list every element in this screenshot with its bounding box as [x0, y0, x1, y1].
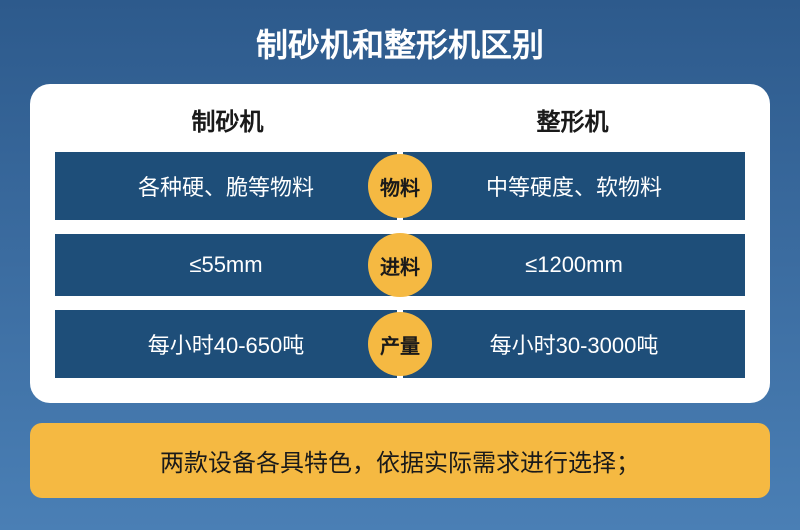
row-badge: 物料 [368, 154, 432, 218]
column-header-right: 整形机 [400, 102, 745, 137]
column-headers: 制砂机 整形机 [55, 102, 745, 137]
page-title: 制砂机和整形机区别 [30, 20, 770, 66]
table-row: ≤55mm ≤1200mm 进料 [55, 234, 745, 296]
row-badge: 产量 [368, 312, 432, 376]
table-row: 每小时40-650吨 每小时30-3000吨 产量 [55, 310, 745, 378]
cell-left: 每小时40-650吨 [55, 310, 397, 378]
footer-note: 两款设备各具特色，依据实际需求进行选择； [30, 423, 770, 498]
comparison-card: 制砂机 整形机 各种硬、脆等物料 中等硬度、软物料 物料 ≤55mm ≤1200… [30, 84, 770, 403]
row-badge: 进料 [368, 233, 432, 297]
cell-right: 每小时30-3000吨 [403, 310, 745, 378]
cell-right: 中等硬度、软物料 [403, 152, 745, 220]
cell-left: 各种硬、脆等物料 [55, 152, 397, 220]
table-row: 各种硬、脆等物料 中等硬度、软物料 物料 [55, 152, 745, 220]
cell-left: ≤55mm [55, 234, 397, 296]
column-header-left: 制砂机 [55, 102, 400, 137]
cell-right: ≤1200mm [403, 234, 745, 296]
